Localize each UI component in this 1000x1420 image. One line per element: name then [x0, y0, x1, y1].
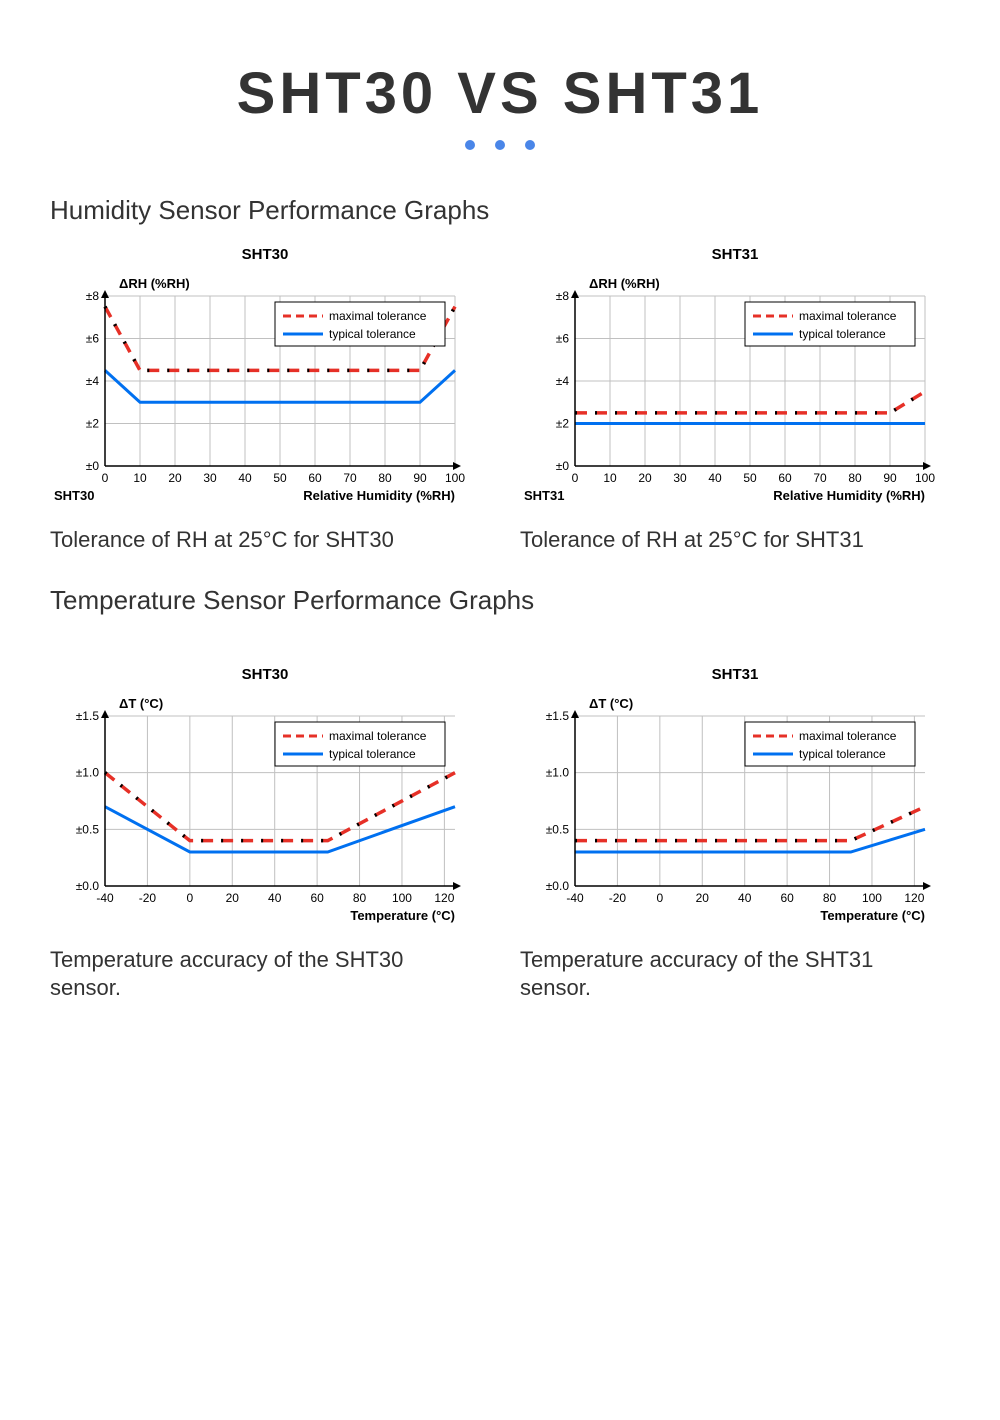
- dot-icon: [465, 140, 475, 150]
- chart-title-sht30-rh: SHT30: [50, 246, 480, 263]
- svg-text:±1.0: ±1.0: [76, 765, 100, 779]
- svg-text:Temperature (°C): Temperature (°C): [820, 908, 925, 923]
- svg-text:120: 120: [904, 891, 924, 905]
- svg-text:-20: -20: [139, 891, 157, 905]
- svg-text:±1.0: ±1.0: [546, 765, 570, 779]
- svg-text:ΔT (°C): ΔT (°C): [589, 696, 633, 711]
- svg-text:SHT30: SHT30: [54, 488, 94, 503]
- chart-humidity-sht30: 0 10 20 30 40 50 60 70 80 90 100 ±0 ±2 ±4 ±6 ±8 ΔRH (%RH…: [50, 271, 480, 511]
- svg-text:80: 80: [353, 891, 367, 905]
- svg-text:±0.5: ±0.5: [76, 822, 100, 836]
- section-heading-humidity: Humidity Sensor Performance Graphs: [50, 195, 950, 226]
- svg-text:±0: ±0: [556, 459, 570, 473]
- svg-text:80: 80: [823, 891, 837, 905]
- svg-text:20: 20: [696, 891, 710, 905]
- svg-text:10: 10: [603, 471, 617, 485]
- svg-text:60: 60: [308, 471, 322, 485]
- svg-text:-40: -40: [96, 891, 114, 905]
- svg-text:40: 40: [738, 891, 752, 905]
- svg-text:maximal tolerance: maximal tolerance: [329, 729, 427, 743]
- svg-text:80: 80: [848, 471, 862, 485]
- svg-text:±1.5: ±1.5: [546, 709, 570, 723]
- svg-text:maximal tolerance: maximal tolerance: [799, 309, 897, 323]
- caption-sht31-t: Temperature accuracy of the SHT31 sensor…: [520, 946, 950, 1003]
- svg-text:ΔRH (%RH): ΔRH (%RH): [119, 276, 190, 291]
- svg-text:typical tolerance: typical tolerance: [329, 327, 416, 341]
- svg-text:20: 20: [226, 891, 240, 905]
- svg-text:Relative Humidity (%RH): Relative Humidity (%RH): [303, 488, 455, 503]
- svg-text:30: 30: [203, 471, 217, 485]
- svg-text:50: 50: [743, 471, 757, 485]
- svg-text:±4: ±4: [86, 374, 100, 388]
- svg-text:50: 50: [273, 471, 287, 485]
- svg-text:60: 60: [780, 891, 794, 905]
- svg-text:±2: ±2: [556, 417, 570, 431]
- svg-text:10: 10: [133, 471, 147, 485]
- svg-text:40: 40: [708, 471, 722, 485]
- svg-text:20: 20: [638, 471, 652, 485]
- svg-text:0: 0: [572, 471, 579, 485]
- svg-text:ΔRH (%RH): ΔRH (%RH): [589, 276, 660, 291]
- svg-text:-20: -20: [609, 891, 627, 905]
- svg-text:±0.0: ±0.0: [76, 879, 100, 893]
- svg-text:maximal tolerance: maximal tolerance: [799, 729, 897, 743]
- svg-text:typical tolerance: typical tolerance: [799, 327, 886, 341]
- svg-text:ΔT (°C): ΔT (°C): [119, 696, 163, 711]
- svg-text:60: 60: [310, 891, 324, 905]
- svg-text:0: 0: [187, 891, 194, 905]
- svg-text:±8: ±8: [556, 289, 570, 303]
- svg-text:90: 90: [413, 471, 427, 485]
- svg-text:±1.5: ±1.5: [76, 709, 100, 723]
- svg-text:Temperature (°C): Temperature (°C): [350, 908, 455, 923]
- svg-text:SHT31: SHT31: [524, 488, 564, 503]
- chart-temperature-sht30: -40 -20 0 20 40 60 80 100 120 ±0.0 ±0.5 ±1.0 ±1.5 ΔT …: [50, 691, 480, 931]
- chart-temperature-sht31: -40 -20 0 20 40 60 80 100 120 ±0.0 ±0.5 ±1.0 ±1.5 ΔT …: [520, 691, 950, 931]
- chart-title-sht30-t: SHT30: [50, 666, 480, 683]
- page-title: SHT30 VS SHT31: [50, 60, 950, 127]
- svg-text:typical tolerance: typical tolerance: [799, 747, 886, 761]
- chart-title-sht31-t: SHT31: [520, 666, 950, 683]
- svg-text:maximal tolerance: maximal tolerance: [329, 309, 427, 323]
- svg-text:±2: ±2: [86, 417, 100, 431]
- svg-text:±6: ±6: [556, 332, 570, 346]
- svg-text:±6: ±6: [86, 332, 100, 346]
- caption-sht31-rh: Tolerance of RH at 25°C for SHT31: [520, 526, 950, 555]
- caption-sht30-t: Temperature accuracy of the SHT30 sensor…: [50, 946, 480, 1003]
- svg-text:30: 30: [673, 471, 687, 485]
- svg-text:40: 40: [238, 471, 252, 485]
- svg-text:70: 70: [343, 471, 357, 485]
- svg-text:120: 120: [434, 891, 454, 905]
- svg-text:100: 100: [392, 891, 412, 905]
- svg-text:40: 40: [268, 891, 282, 905]
- svg-text:typical tolerance: typical tolerance: [329, 747, 416, 761]
- chart-humidity-sht31: 0 10 20 30 40 50 60 70 80 90 100 ±0 ±2 ±4 ±6 ±8 ΔRH (%RH…: [520, 271, 950, 511]
- section-heading-temperature: Temperature Sensor Performance Graphs: [50, 585, 950, 616]
- svg-text:±0: ±0: [86, 459, 100, 473]
- svg-text:Relative Humidity (%RH): Relative Humidity (%RH): [773, 488, 925, 503]
- svg-text:80: 80: [378, 471, 392, 485]
- svg-text:±4: ±4: [556, 374, 570, 388]
- dot-icon: [495, 140, 505, 150]
- svg-text:20: 20: [168, 471, 182, 485]
- decorative-dots: [50, 137, 950, 155]
- svg-text:0: 0: [657, 891, 664, 905]
- svg-text:±8: ±8: [86, 289, 100, 303]
- chart-title-sht31-rh: SHT31: [520, 246, 950, 263]
- caption-sht30-rh: Tolerance of RH at 25°C for SHT30: [50, 526, 480, 555]
- svg-text:±0.0: ±0.0: [546, 879, 570, 893]
- dot-icon: [525, 140, 535, 150]
- svg-text:100: 100: [862, 891, 882, 905]
- svg-text:100: 100: [445, 471, 465, 485]
- svg-text:70: 70: [813, 471, 827, 485]
- svg-text:-40: -40: [566, 891, 584, 905]
- svg-text:60: 60: [778, 471, 792, 485]
- svg-text:±0.5: ±0.5: [546, 822, 570, 836]
- svg-text:90: 90: [883, 471, 897, 485]
- svg-text:0: 0: [102, 471, 109, 485]
- svg-text:100: 100: [915, 471, 935, 485]
